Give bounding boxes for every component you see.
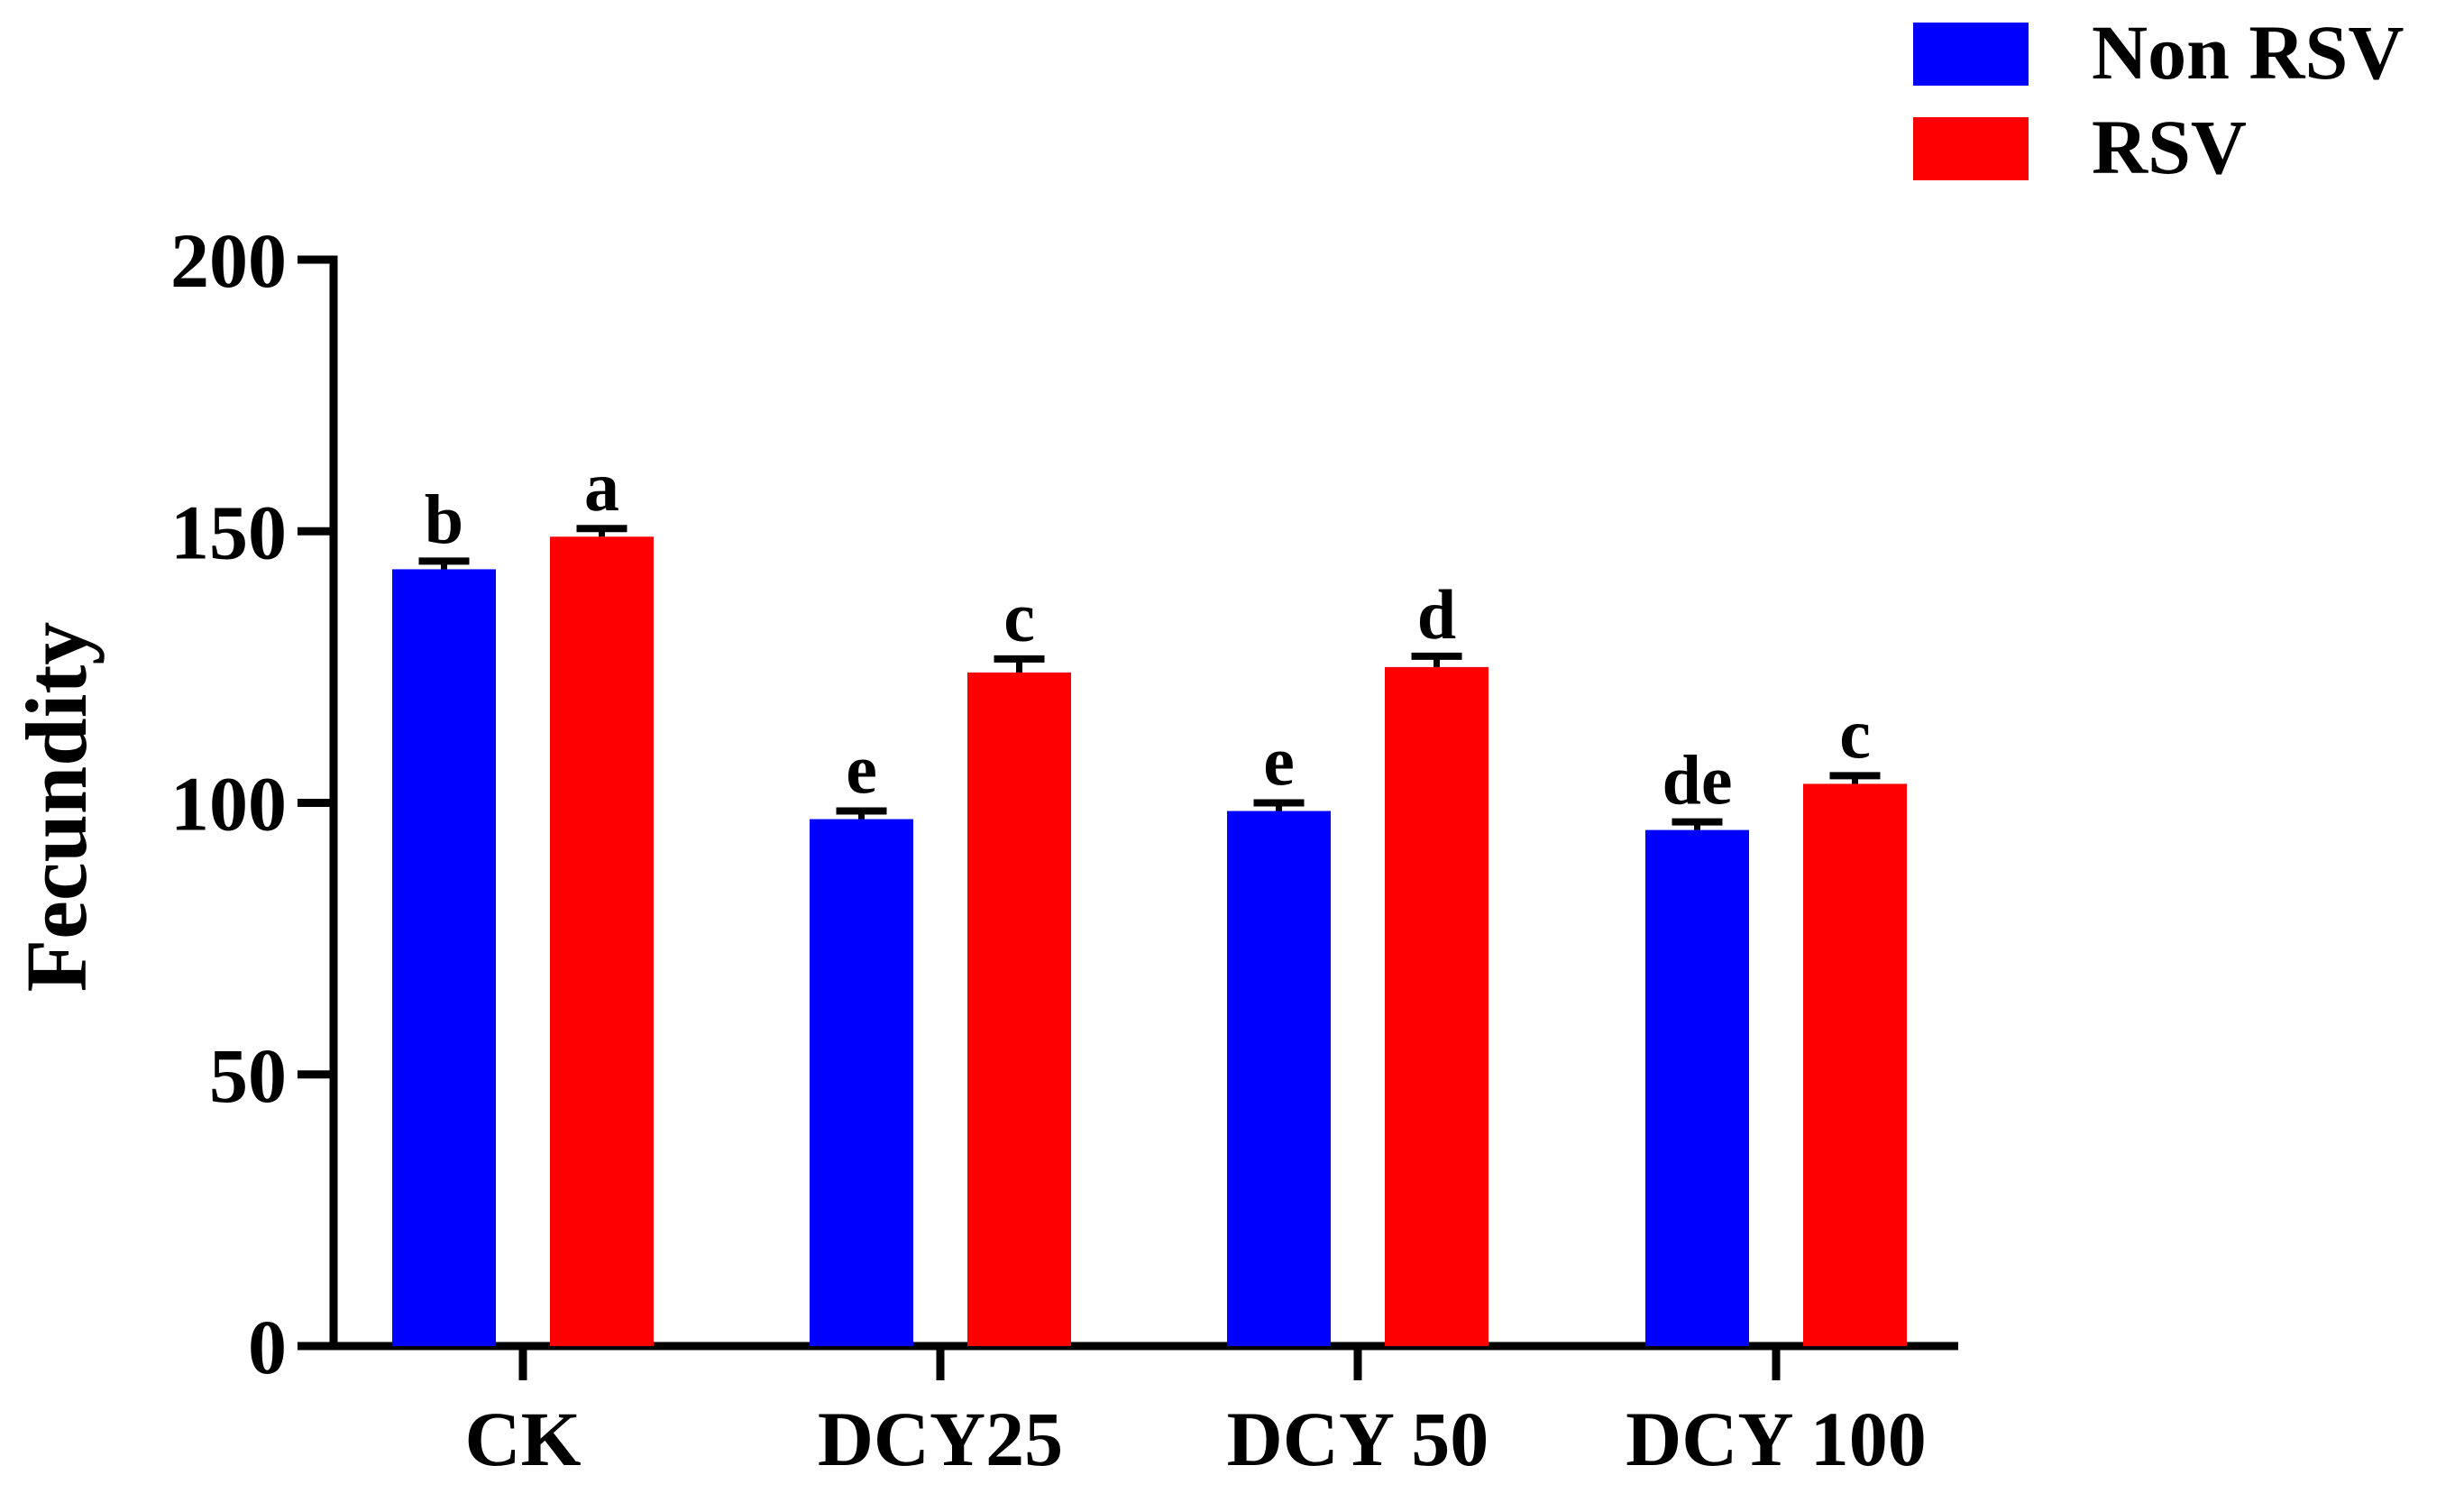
bar — [810, 819, 913, 1346]
x-tick-label: DCY 100 — [1626, 1396, 1927, 1482]
y-tick-label: 50 — [209, 1032, 287, 1119]
significance-letter: a — [584, 447, 619, 526]
significance-letter: b — [425, 480, 463, 558]
bars: b e e de a c d c — [392, 447, 1907, 1346]
x-axis: CK DCY25 DCY 50 DCY 100 — [329, 1342, 1958, 1482]
significance-letter: c — [1003, 578, 1035, 656]
x-tick-label: DCY25 — [818, 1396, 1063, 1482]
bar — [550, 536, 654, 1346]
x-tick-label: CK — [465, 1396, 582, 1482]
bar — [1227, 811, 1331, 1346]
significance-letter: d — [1417, 575, 1456, 654]
significance-letter: e — [1263, 722, 1295, 801]
bar — [1803, 783, 1907, 1346]
significance-letter: c — [1839, 694, 1871, 773]
bar — [392, 569, 496, 1346]
y-tick-label: 150 — [170, 489, 287, 575]
legend-label: Non RSV — [2092, 9, 2404, 96]
y-tick-label: 0 — [248, 1304, 287, 1390]
bar — [1385, 666, 1488, 1346]
bar — [967, 672, 1071, 1346]
y-tick-label: 100 — [170, 761, 287, 847]
significance-letter: de — [1663, 741, 1733, 820]
significance-letter: e — [846, 730, 877, 809]
bar — [1645, 829, 1749, 1346]
legend-swatch — [1913, 117, 2029, 180]
x-tick-label: DCY 50 — [1227, 1396, 1489, 1482]
legend-swatch — [1913, 23, 2029, 86]
y-tick-label: 200 — [170, 217, 287, 304]
y-axis-label: Fecundity — [8, 622, 105, 993]
y-axis: 0 50 100 150 200 — [170, 217, 338, 1390]
legend-label: RSV — [2092, 104, 2247, 190]
